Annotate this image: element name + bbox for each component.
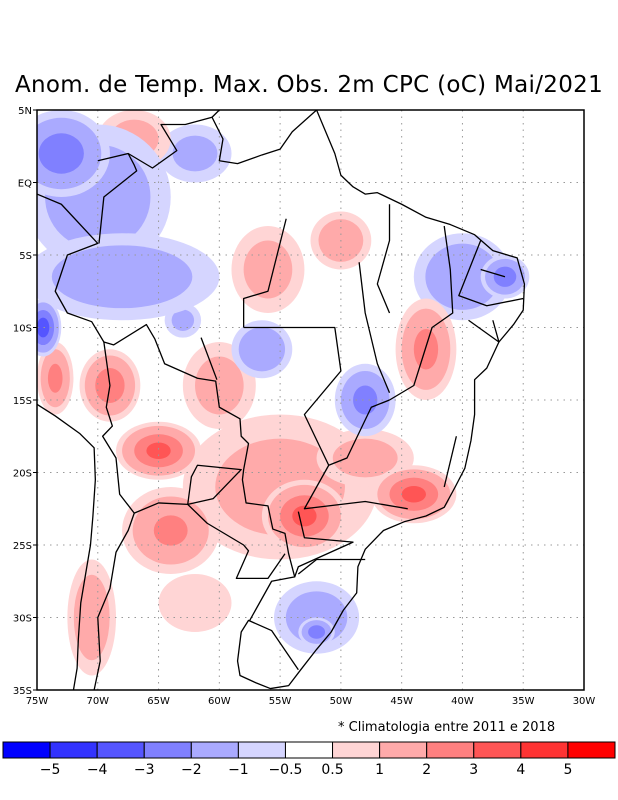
lon-tick-label: 55W: [269, 696, 292, 707]
colorbar-label: 0.5: [321, 762, 343, 778]
anomaly-contour: [172, 135, 218, 172]
anomaly-contour: [238, 327, 286, 372]
anomaly-contour: [146, 442, 171, 460]
climatology-note: * Climatologia entre 2011 e 2018: [338, 720, 556, 735]
colorbar-swatch: [2, 741, 51, 759]
boundary-line: [127, 116, 213, 169]
lat-tick-label: 20S: [13, 469, 32, 480]
colorbar-label: 5: [563, 762, 572, 778]
lon-tick-label: 30W: [573, 696, 596, 707]
anomaly-contour: [292, 505, 317, 527]
lon-tick-label: 65W: [147, 696, 170, 707]
colorbar-label: 2: [422, 762, 431, 778]
colorbar-label: −2: [181, 762, 202, 778]
lon-tick-label: 40W: [451, 696, 474, 707]
lat-tick-label: 15S: [13, 396, 32, 407]
boundary-line: [443, 436, 457, 488]
colorbar-swatch: [426, 741, 475, 759]
boundary-line: [243, 326, 342, 466]
boundary-line: [93, 341, 135, 690]
colorbar-label: −4: [87, 762, 108, 778]
colorbar-label: −0.5: [268, 762, 302, 778]
boundary-line: [480, 268, 506, 278]
axis-labels: 75W 70W 65W 60W 55W 50W 45W 40W 35W 30W 5N EQ 5S 10S 1…: [13, 106, 595, 707]
lon-tick-label: 50W: [330, 696, 353, 707]
anomaly-contour: [332, 438, 398, 478]
anomaly-contour: [38, 133, 84, 174]
lon-tick-label: 75W: [26, 696, 49, 707]
boundary-line: [37, 403, 96, 690]
colorbar-label: 3: [469, 762, 478, 778]
colorbar-label: 4: [516, 762, 525, 778]
lat-tick-label: 5S: [19, 251, 32, 262]
anomaly-contour: [73, 574, 110, 661]
boundary-line: [242, 218, 287, 328]
colorbar-swatch: [143, 741, 192, 759]
boundary-line: [211, 110, 318, 165]
colorbar-swatch: [284, 741, 334, 759]
boundary-line: [376, 204, 391, 314]
anomaly-contour: [51, 245, 193, 309]
colorbar: −5 −4 −3 −2 −1 −0.5 0.5 1 2 3 4 5: [2, 741, 616, 778]
anomaly-contour: [37, 317, 50, 338]
anomaly-contour: [171, 309, 195, 331]
boundary-line: [294, 511, 354, 578]
lat-tick-label: 30S: [13, 614, 32, 625]
colorbar-swatch: [190, 741, 239, 759]
boundary-line: [236, 110, 526, 690]
anomaly-field: [37, 110, 530, 676]
anomaly-contour: [153, 515, 188, 546]
colorbar-label: 1: [375, 762, 384, 778]
lat-tick-label: 5N: [18, 106, 32, 117]
boundary-line: [133, 464, 242, 514]
colorbar-label: −5: [40, 762, 61, 778]
colorbar-swatch: [520, 741, 569, 759]
colorbar-label: −1: [228, 762, 249, 778]
lat-tick-label: EQ: [18, 179, 32, 190]
boundary-line: [458, 240, 524, 307]
lon-tick-label: 35W: [512, 696, 535, 707]
lat-tick-label: 25S: [13, 541, 32, 552]
boundary-line: [389, 225, 454, 401]
colorbar-swatch: [332, 741, 381, 759]
boundary-line: [358, 262, 391, 394]
lat-tick-label: 10S: [13, 324, 32, 335]
colorbar-swatch: [567, 741, 616, 759]
lon-tick-label: 45W: [390, 696, 413, 707]
anomaly-contour: [243, 240, 293, 299]
lon-tick-label: 70W: [86, 696, 109, 707]
boundary-line: [297, 558, 366, 575]
colorbar-swatch: [473, 741, 522, 759]
gridlines: [37, 110, 584, 690]
anomaly-contour: [413, 328, 439, 370]
colorbar-label: −3: [134, 762, 155, 778]
boundary-line: [200, 337, 218, 380]
map-title: Anom. de Temp. Max. Obs. 2m CPC (oC) Mai…: [14, 72, 604, 98]
boundary-line: [37, 193, 296, 621]
boundary-line: [468, 319, 500, 343]
lon-tick-label: 60W: [208, 696, 231, 707]
lat-tick-label: 35S: [13, 686, 32, 697]
anomaly-contour: [47, 363, 63, 393]
colorbar-swatch: [49, 741, 98, 759]
colorbar-swatch: [237, 741, 286, 759]
boundary-line: [187, 503, 286, 579]
colorbar-swatch: [379, 741, 428, 759]
anomaly-contour: [308, 625, 326, 639]
boundary-line: [97, 152, 138, 244]
boundary-line: [303, 399, 408, 510]
colorbar-swatch: [96, 741, 145, 759]
anomaly-contour: [401, 485, 426, 503]
anomaly-contour: [158, 574, 232, 632]
coastline-and-borders: [37, 110, 526, 690]
anomaly-contour: [425, 243, 500, 310]
